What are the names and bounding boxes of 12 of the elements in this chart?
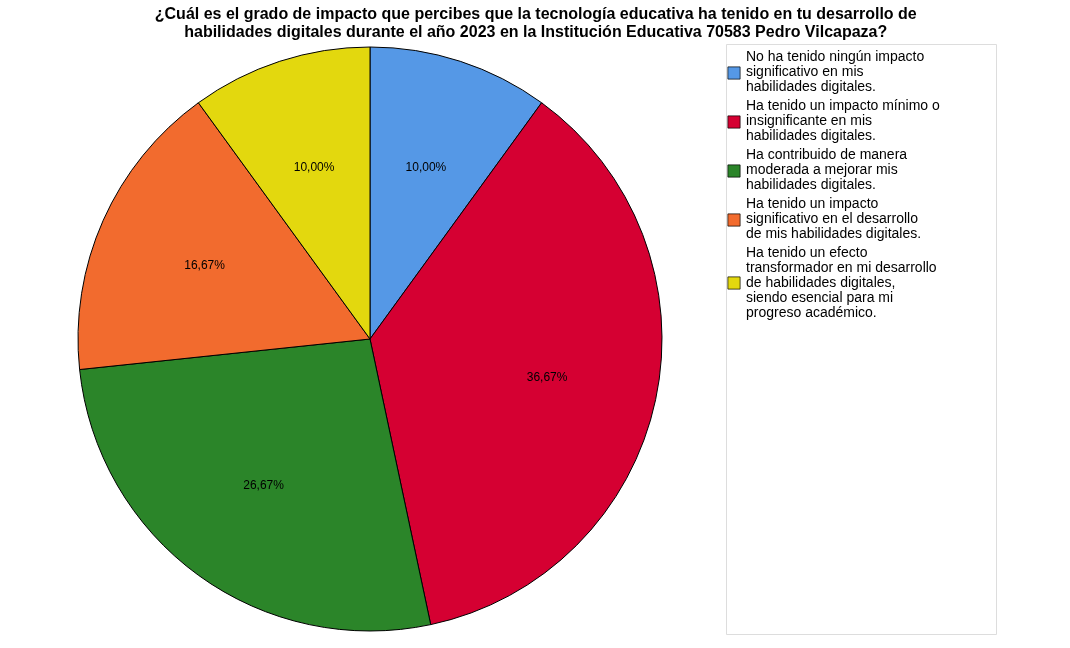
- text: ¿Cuál es el grado de impacto que percibes que la tecnología educativa ha tenido en tu desarrollo de: [154, 4, 917, 22]
- data-label: 10,00%: [293, 159, 335, 174]
- data-label: 10,00%: [405, 159, 447, 174]
- legend-label: No ha tenido ningún impacto significativo en mis habilidades digitales.: [746, 48, 925, 94]
- legend-label: Ha tenido un impacto mínimo o insignificante en mis habilidades digitales.: [746, 97, 940, 143]
- legend-label: Ha tenido un efecto transformador en mi desarrollo de habilidades digitales, siendo esencial para mi progreso académico.: [746, 244, 937, 320]
- text: habilidades digitales durante el año 2023 en la Institución Educativa 70583 Pedro Vilcapaza?: [184, 22, 888, 40]
- legend-label: Ha contribuido de manera moderada a mejorar mis habilidades digitales.: [746, 146, 908, 192]
- legend-label: Ha tenido un impacto significativo en el desarrollo de mis habilidades digitales.: [746, 195, 922, 241]
- data-label: 26,67%: [243, 478, 285, 493]
- data-label: 16,67%: [184, 258, 226, 273]
- data-label: 36,67%: [526, 369, 568, 384]
